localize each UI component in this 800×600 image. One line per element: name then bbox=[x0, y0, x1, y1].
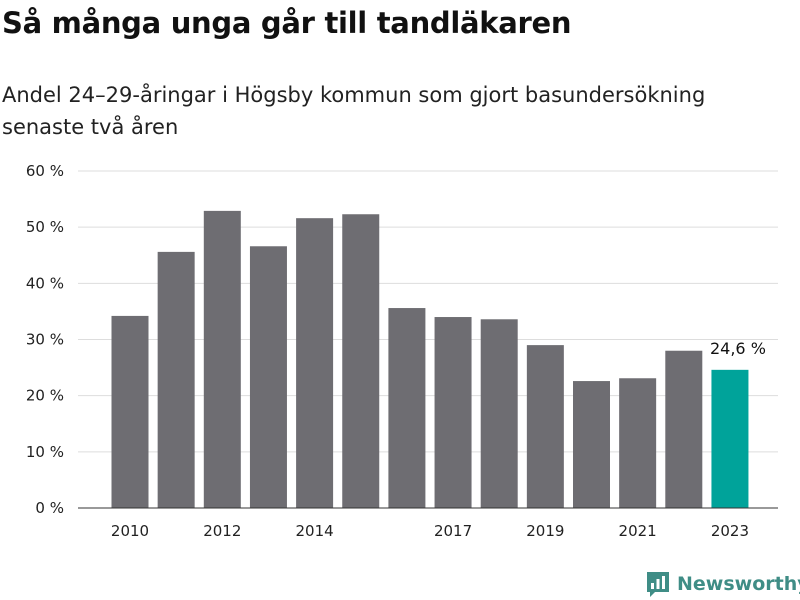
bar-2014 bbox=[296, 218, 334, 508]
bar-2023 bbox=[711, 369, 749, 508]
bars bbox=[111, 210, 749, 508]
bar-2010 bbox=[111, 315, 149, 508]
y-tick-label: 0 % bbox=[35, 499, 64, 517]
y-tick-label: 50 % bbox=[26, 218, 64, 236]
x-tick-label: 2014 bbox=[296, 522, 334, 540]
x-tick-label: 2010 bbox=[111, 522, 149, 540]
y-tick-label: 10 % bbox=[26, 443, 64, 461]
bar-2011 bbox=[157, 251, 195, 508]
gridlines bbox=[78, 170, 778, 453]
x-tick-label: 2017 bbox=[434, 522, 472, 540]
x-tick-label: 2023 bbox=[711, 522, 749, 540]
x-tick-label: 2012 bbox=[203, 522, 241, 540]
bar-2019 bbox=[526, 345, 564, 508]
bar-2017 bbox=[434, 317, 472, 508]
bar-2021 bbox=[619, 378, 657, 508]
y-tick-label: 20 % bbox=[26, 387, 64, 405]
y-tick-label: 60 % bbox=[26, 162, 64, 180]
brand-name: Newsworthy bbox=[677, 573, 800, 595]
bar-2012 bbox=[203, 210, 241, 508]
bar-chart: 0 % 10 % 20 % 30 % 40 % 50 % 60 % 2010 2012 2014… bbox=[26, 162, 778, 540]
newsworthy-logo-icon bbox=[647, 572, 669, 597]
brand-logo[interactable]: Newsworthy bbox=[645, 570, 800, 598]
bar-2020 bbox=[573, 381, 610, 508]
x-tick-label: 2019 bbox=[526, 522, 564, 540]
y-tick-label: 30 % bbox=[26, 331, 64, 349]
bar-2022 bbox=[665, 350, 703, 508]
bar-2015 bbox=[342, 214, 380, 508]
chart-subtitle: Andel 24–29-åringar i Högsby kommun som … bbox=[2, 83, 706, 139]
x-tick-label: 2021 bbox=[619, 522, 657, 540]
bar-2013 bbox=[249, 246, 287, 508]
x-axis-ticks: 2010 2012 2014 2017 2019 2021 2023 bbox=[111, 522, 749, 540]
y-axis-ticks: 0 % 10 % 20 % 30 % 40 % 50 % 60 % bbox=[26, 162, 64, 517]
highlight-data-label: 24,6 % bbox=[710, 339, 766, 358]
y-tick-label: 40 % bbox=[26, 274, 64, 292]
chart-title: Så många unga går till tandläkaren bbox=[2, 6, 572, 40]
bar-2018 bbox=[480, 319, 518, 508]
bar-2016 bbox=[388, 308, 426, 508]
